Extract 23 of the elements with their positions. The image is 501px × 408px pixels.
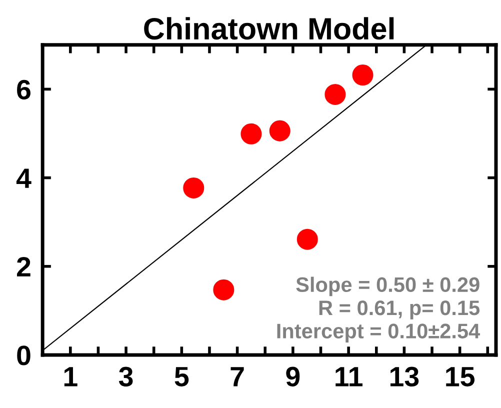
point — [213, 279, 234, 300]
x-tick-label: 9 — [286, 366, 300, 386]
x-tick-label: 1 — [64, 367, 78, 386]
point — [183, 177, 204, 198]
point — [240, 123, 262, 144]
annotation: R = 0.61, p= 0.15 — [319, 300, 480, 320]
point — [296, 228, 318, 250]
x-tick-label: 15 — [446, 367, 475, 386]
y-tick-label: 0 — [17, 346, 30, 366]
x-tick-label: 7 — [230, 367, 244, 386]
annotation: Intercept = 0.10±2.54 — [277, 324, 480, 343]
annotation: Slope = 0.50 ± 0.29 — [296, 276, 480, 296]
x-tick-label: 5 — [174, 367, 189, 386]
x-tick-label: 11 — [336, 367, 362, 386]
point — [324, 84, 346, 106]
x-tick-label: 13 — [390, 366, 419, 387]
chart-title: Chinatown Model — [144, 17, 394, 40]
point — [352, 64, 374, 86]
y-tick-label: 4 — [16, 168, 32, 188]
point — [269, 120, 290, 142]
y-tick-label: 2 — [16, 257, 30, 276]
y-tick-label: 6 — [17, 80, 30, 100]
x-tick-label: 3 — [118, 366, 133, 387]
